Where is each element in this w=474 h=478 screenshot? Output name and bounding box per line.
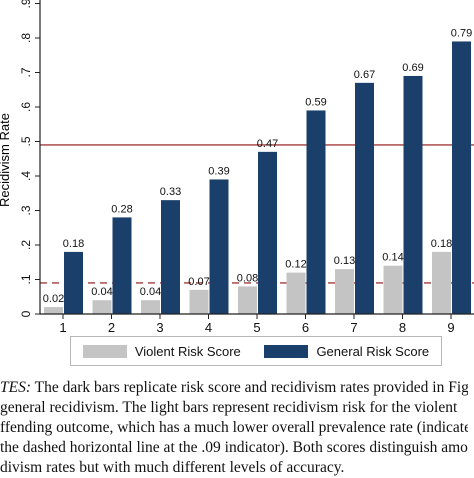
legend: Violent Risk Score General Risk Score	[70, 336, 442, 366]
data-label-general: 0.33	[160, 186, 181, 198]
x-tick-label: 4	[205, 320, 212, 335]
bar-general	[355, 82, 374, 314]
legend-item-violent: Violent Risk Score	[82, 343, 241, 359]
y-tick-label: .6	[19, 102, 33, 112]
x-tick-label: 6	[302, 320, 309, 335]
notes-line: the dashed horizontal line at the .09 in…	[0, 439, 468, 456]
bar-violent	[44, 307, 63, 314]
y-tick-label: 0	[19, 310, 33, 317]
notes-lead: TES:	[0, 379, 31, 396]
x-tick-label: 9	[447, 320, 454, 335]
x-tick-label: 1	[59, 320, 66, 335]
bar-violent	[335, 269, 354, 314]
data-label-general: 0.28	[111, 203, 132, 215]
data-label-general: 0.39	[208, 165, 229, 177]
y-tick-label: .8	[19, 33, 33, 43]
bar-violent	[92, 300, 112, 314]
x-tick-label: 5	[253, 320, 260, 335]
notes-line: general recidivism. The light bars repre…	[0, 399, 458, 416]
notes-line: TES: The dark bars replicate risk score …	[0, 378, 468, 398]
bar-general	[306, 110, 326, 314]
data-label-violent: 0.18	[431, 238, 452, 250]
y-tick-label: .4	[19, 171, 33, 181]
bar-chart: 0 .1 .2 .3 .4 .5 .6 .7 .8 .9 0.02 0.18 1 0.04 0.28 2 0.0…	[0, 0, 474, 335]
bar-violent	[432, 251, 451, 314]
legend-swatch-violent	[82, 344, 127, 358]
x-tick-label: 8	[399, 320, 406, 335]
data-label-general: 0.69	[402, 62, 423, 74]
y-tick-label: .9	[19, 0, 33, 9]
x-tick-label: 2	[108, 320, 115, 335]
data-label-general: 0.59	[305, 96, 326, 108]
figure-notes: TES: The dark bars replicate risk score …	[0, 378, 468, 478]
y-tick-label: .2	[19, 240, 33, 250]
bar-violent	[383, 265, 403, 314]
notes-line: ffending outcome, which has a much lower…	[0, 419, 468, 436]
data-label-violent: 0.08	[237, 272, 258, 284]
data-label-general: 0.79	[451, 27, 472, 39]
bar-general	[64, 251, 83, 314]
legend-label-general: General Risk Score	[316, 343, 430, 359]
y-tick-label: .1	[19, 274, 33, 284]
notes-line-text: The dark bars replicate risk score and r…	[31, 379, 468, 396]
bar-general	[258, 151, 277, 314]
data-label-general: 0.47	[257, 138, 278, 150]
x-tick-label: 3	[156, 320, 163, 335]
data-label-violent: 0.14	[382, 252, 403, 264]
bar-violent	[189, 289, 209, 314]
notes-line: divism rates but with much different lev…	[0, 459, 345, 476]
legend-label-violent: Violent Risk Score	[134, 343, 241, 359]
y-tick-label: .5	[19, 136, 33, 146]
bar-violent	[141, 300, 160, 314]
bar-general	[161, 200, 180, 314]
data-label-violent: 0.02	[43, 293, 64, 305]
bar-general	[403, 75, 423, 314]
y-tick-label: .3	[19, 205, 33, 215]
legend-swatch-general	[264, 344, 309, 358]
bar-violent	[286, 272, 306, 314]
legend-item-general: General Risk Score	[264, 344, 429, 359]
bar-general	[112, 217, 132, 314]
bar-general	[209, 179, 229, 314]
data-label-general: 0.18	[63, 238, 84, 250]
data-label-violent: 0.13	[334, 255, 355, 267]
y-tick-label: .7	[19, 67, 33, 77]
data-label-general: 0.67	[354, 69, 375, 81]
bar-general	[452, 41, 471, 314]
data-label-violent: 0.04	[91, 286, 112, 298]
plot-area: 0 .1 .2 .3 .4 .5 .6 .7 .8 .9 0.02 0.18 1 0.04 0.28 2 0.0…	[19, 0, 474, 335]
data-label-violent: 0.12	[285, 259, 306, 271]
data-label-violent: 0.07	[188, 276, 209, 288]
bar-violent	[238, 286, 257, 314]
data-label-violent: 0.04	[140, 286, 161, 298]
x-tick-label: 7	[350, 320, 357, 335]
y-axis-label: Recidivism Rate	[0, 113, 12, 207]
